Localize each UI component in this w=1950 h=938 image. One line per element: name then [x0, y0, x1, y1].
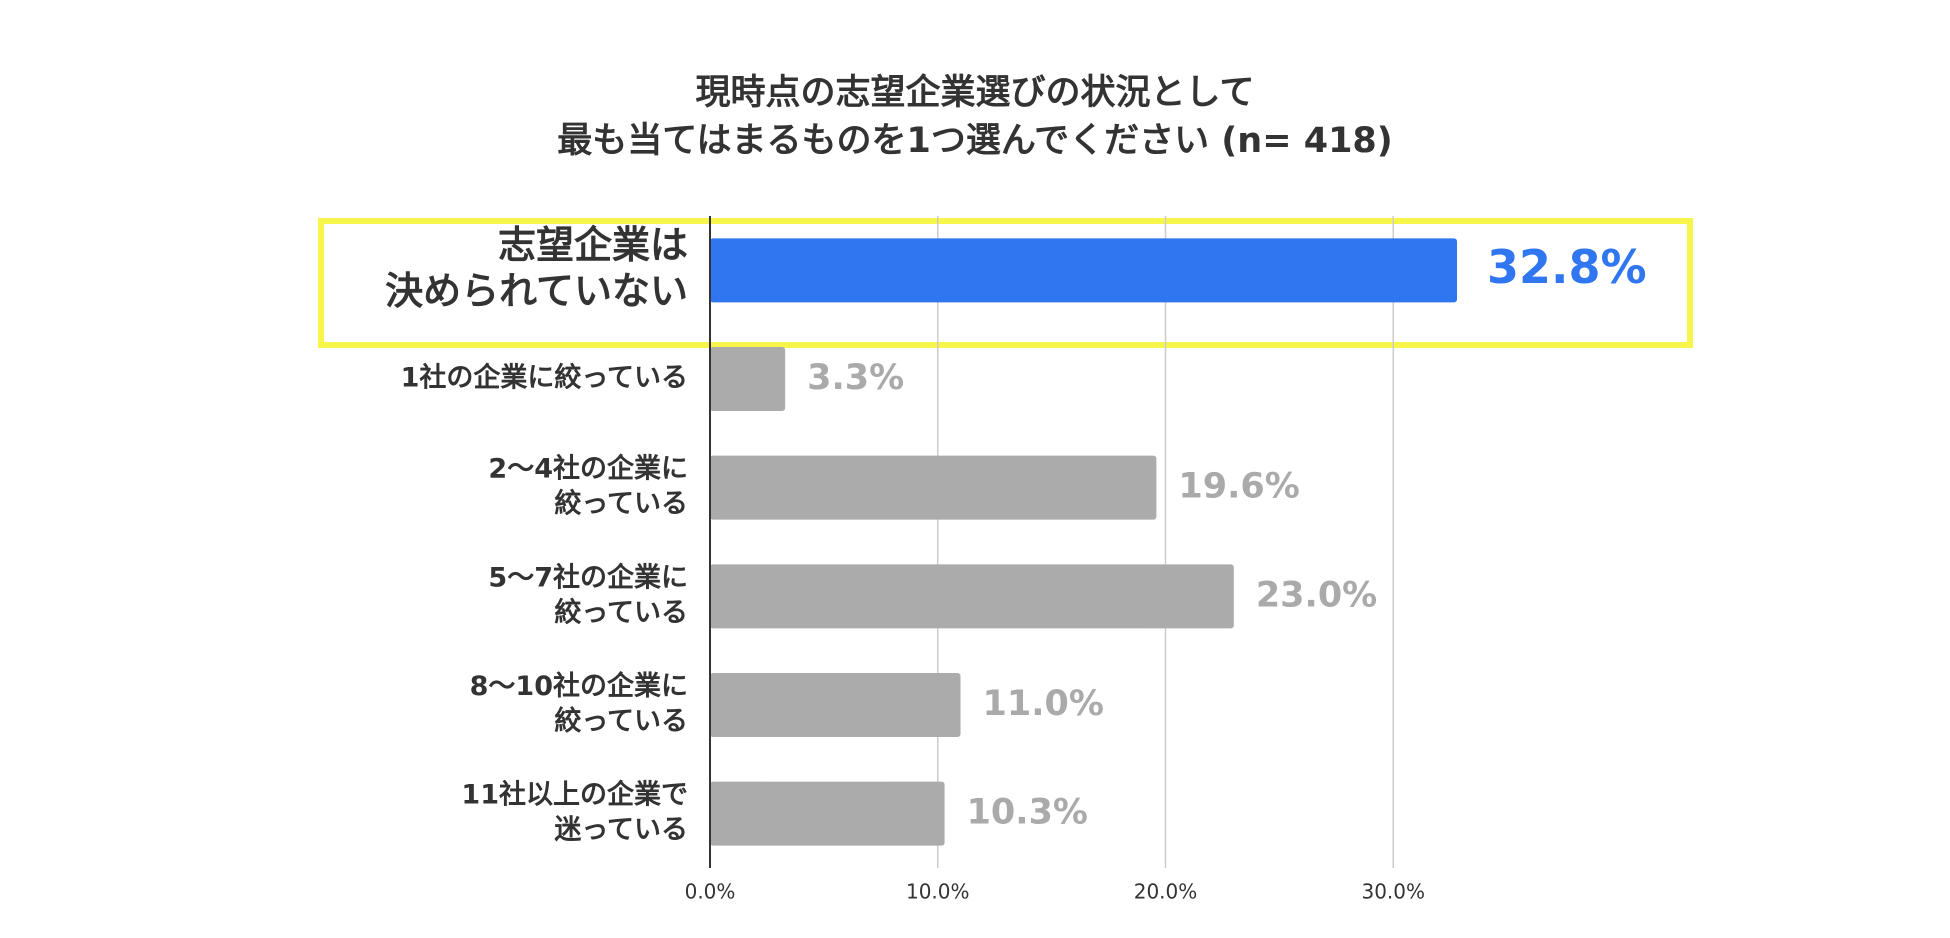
category-label: 絞っている: [554, 596, 688, 628]
bar: [710, 347, 786, 411]
chart-title: 現時点の志望企業選びの状況として: [696, 72, 1255, 113]
category-label: 8〜10社の企業に: [470, 670, 688, 702]
bar: [710, 781, 945, 846]
value-label: 10.3%: [967, 793, 1088, 833]
x-tick-label: 10.0%: [906, 880, 970, 904]
value-label: 19.6%: [1178, 467, 1299, 507]
chart-title: 最も当てはまるものを1つ選んでください (n= 418): [557, 121, 1393, 161]
category-label: 決められていない: [385, 269, 688, 313]
category-label: 1社の企業に絞っている: [401, 362, 688, 394]
value-label: 11.0%: [983, 684, 1104, 724]
value-label: 32.8%: [1487, 240, 1647, 294]
category-label: 2〜4社の企業に: [488, 453, 688, 485]
category-label: 5〜7社の企業に: [488, 561, 688, 593]
value-label: 23.0%: [1256, 575, 1377, 615]
value-label: 3.3%: [807, 358, 904, 398]
category-label: 迷っている: [554, 815, 688, 846]
bar: [710, 673, 961, 737]
bar: [710, 238, 1458, 303]
bar: [710, 564, 1234, 629]
x-tick-label: 20.0%: [1134, 880, 1198, 904]
highlight-box: [318, 218, 1693, 348]
bar: [710, 455, 1157, 520]
category-label: 絞っている: [554, 488, 688, 520]
category-label: 絞っている: [554, 705, 688, 737]
x-tick-label: 30.0%: [1361, 880, 1425, 904]
category-label: 11社以上の企業で: [461, 779, 688, 811]
x-tick-label: 0.0%: [685, 880, 736, 904]
category-label: 志望企業は: [498, 223, 688, 267]
